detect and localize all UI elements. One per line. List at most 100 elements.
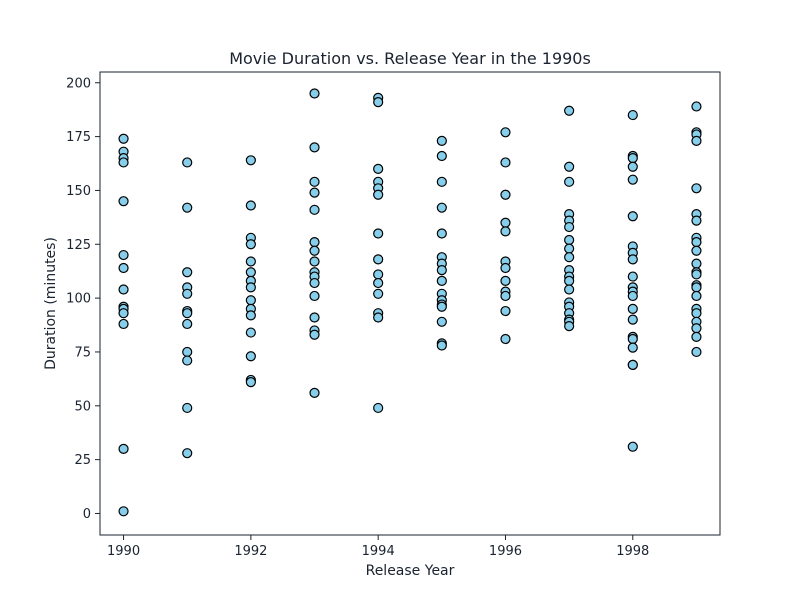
data-point: [691, 183, 702, 194]
data-point: [436, 301, 447, 312]
data-point: [564, 252, 575, 263]
data-point: [182, 402, 193, 414]
data-point: [564, 221, 575, 233]
data-point: [436, 275, 447, 286]
data-point: [182, 448, 193, 459]
data-point: [691, 269, 702, 280]
data-point: [118, 196, 129, 207]
data-point: [373, 312, 384, 323]
data-point: [564, 284, 575, 295]
data-point: [627, 441, 638, 452]
data-point: [691, 290, 702, 302]
data-point: [691, 282, 702, 293]
data-point: [373, 269, 384, 280]
data-point: [564, 234, 575, 246]
data-point: [627, 359, 638, 370]
data-point: [245, 295, 256, 306]
data-point: [182, 202, 193, 213]
y-tick-label: 50: [74, 399, 91, 414]
data-point: [627, 333, 638, 345]
data-point: [691, 323, 702, 334]
data-point: [500, 226, 511, 237]
data-point: [691, 135, 702, 147]
data-point: [309, 277, 320, 289]
plot-area: [99, 71, 721, 536]
data-point: [436, 316, 447, 327]
data-point: [118, 284, 129, 295]
data-point: [627, 153, 638, 164]
data-point: [564, 176, 575, 187]
data-point: [309, 245, 320, 256]
data-point: [436, 265, 447, 276]
data-point: [118, 262, 129, 274]
data-point: [309, 329, 320, 340]
data-point: [627, 303, 638, 314]
data-point: [691, 346, 702, 358]
data-point: [373, 288, 384, 299]
data-point: [245, 239, 256, 250]
data-point: [373, 254, 384, 265]
data-point: [627, 271, 638, 282]
data-point: [627, 161, 638, 172]
data-point: [309, 290, 320, 302]
data-point: [373, 228, 384, 239]
data-point: [245, 377, 256, 388]
data-point: [182, 355, 193, 366]
y-tick-label: 0: [83, 507, 91, 522]
data-point: [627, 342, 638, 353]
data-point: [500, 262, 511, 274]
y-axis-ticks: 0 25 50 75 100 125 150 175 200: [66, 76, 100, 522]
data-point: [309, 312, 320, 323]
x-axis-ticks: 1990 1992 1994 1996 1998: [107, 535, 649, 559]
data-point: [182, 346, 193, 358]
data-point: [627, 109, 638, 121]
y-tick-label: 200: [66, 76, 91, 91]
data-point: [691, 101, 702, 112]
data-point: [627, 254, 638, 265]
data-point: [309, 387, 320, 398]
data-point: [182, 288, 193, 299]
data-point: [118, 133, 129, 144]
data-point: [118, 157, 129, 168]
data-point: [500, 217, 511, 228]
data-point: [245, 327, 256, 338]
data-point: [500, 275, 511, 286]
data-point: [118, 506, 129, 517]
data-point: [182, 308, 193, 319]
data-point: [309, 237, 320, 248]
data-point: [500, 127, 511, 138]
data-point: [627, 290, 638, 302]
y-tick-label: 75: [74, 345, 91, 360]
data-point: [691, 331, 702, 342]
data-point: [500, 305, 511, 317]
data-point: [309, 204, 320, 215]
data-point: [245, 256, 256, 267]
data-point: [182, 318, 193, 330]
x-tick-label: 1990: [107, 544, 140, 559]
data-point: [373, 277, 384, 289]
data-point: [564, 161, 575, 172]
data-point: [118, 318, 129, 330]
data-point: [245, 310, 256, 321]
chart-title: Movie Duration vs. Release Year in the 1…: [229, 49, 591, 68]
data-point: [373, 189, 384, 200]
data-point: [373, 163, 384, 175]
data-point: [245, 282, 256, 293]
data-point: [691, 308, 702, 319]
y-tick-label: 175: [66, 130, 91, 145]
data-point: [691, 245, 702, 256]
x-axis-label: Release Year: [366, 563, 455, 579]
y-tick-label: 125: [66, 238, 91, 253]
data-point: [500, 290, 511, 302]
data-point: [436, 150, 447, 162]
x-tick-label: 1994: [362, 544, 395, 559]
data-point: [564, 243, 575, 254]
data-points: [118, 88, 702, 517]
data-point: [309, 256, 320, 267]
data-point: [564, 321, 575, 332]
plot-frame: [99, 71, 721, 536]
data-point: [564, 105, 575, 116]
data-point: [500, 333, 511, 345]
data-point: [691, 237, 702, 248]
